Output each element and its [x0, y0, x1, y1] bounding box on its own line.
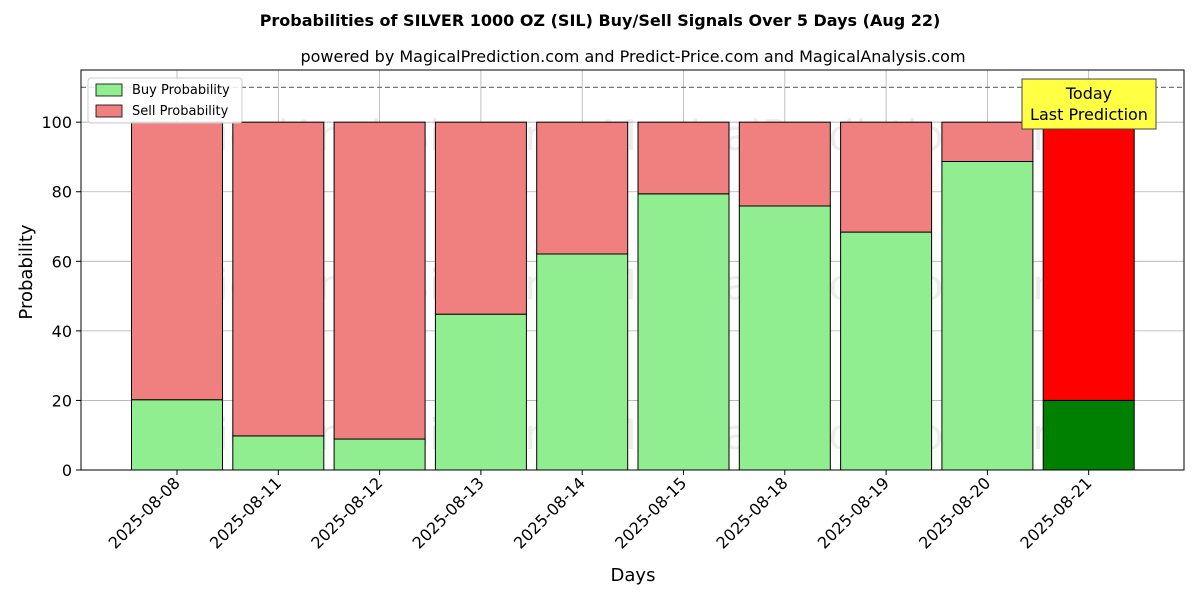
bar-sell [131, 121, 223, 401]
bar-sell [738, 121, 831, 207]
bar-buy [941, 160, 1034, 471]
bar-buy [333, 438, 426, 471]
bar-buy [232, 435, 325, 471]
x-tick-label: 2025-08-19 [814, 473, 893, 552]
x-axis-label: Days [611, 565, 656, 586]
legend-swatch-buy [95, 83, 123, 97]
x-tick-label: 2025-08-20 [915, 473, 994, 552]
y-tick-label: 80 [52, 183, 72, 202]
y-axis-ticks: 0 20 40 60 80 100 [41, 113, 81, 480]
y-tick-label: 40 [52, 322, 72, 341]
legend-swatch-sell [95, 104, 123, 118]
y-tick-label: 0 [62, 461, 72, 480]
bar-sell [941, 121, 1034, 162]
bar-buy [1042, 399, 1135, 471]
bar-sell [434, 121, 527, 315]
x-tick-label: 2025-08-18 [712, 473, 791, 552]
x-tick-label: 2025-08-08 [105, 473, 184, 552]
y-tick-label: 60 [52, 252, 72, 271]
today-annotation-line2: Last Prediction [1030, 105, 1148, 124]
legend-label-sell: Sell Probability [132, 104, 229, 119]
bar-buy [840, 231, 933, 471]
legend-label-buy: Buy Probability [132, 83, 230, 98]
x-tick-label: 2025-08-11 [206, 473, 285, 552]
bar-sell [840, 121, 933, 233]
chart-subtitle: powered by MagicalPrediction.com and Pre… [300, 47, 965, 66]
y-tick-label: 20 [52, 391, 72, 410]
x-tick-label: 2025-08-14 [510, 473, 589, 552]
bar-buy [536, 253, 629, 471]
bar-sell [1042, 121, 1135, 401]
x-tick-label: 2025-08-15 [611, 473, 690, 552]
legend: Buy Probability Sell Probability [87, 77, 243, 124]
today-annotation-line1: Today [1065, 84, 1112, 103]
today-annotation: Today Last Prediction [1021, 78, 1157, 130]
bar-buy [131, 399, 223, 471]
bar-buy [434, 313, 527, 471]
bar-sell [232, 121, 325, 437]
bar-sell [333, 121, 426, 440]
y-tick-label: 100 [41, 113, 72, 132]
y-axis-label: Probability [16, 224, 37, 319]
x-tick-label: 2025-08-21 [1016, 473, 1095, 552]
legend-box [87, 77, 243, 124]
chart-title: Probabilities of SILVER 1000 OZ (SIL) Bu… [260, 11, 941, 30]
bars [131, 121, 1135, 471]
bar-buy [637, 193, 730, 471]
bar-buy [738, 205, 831, 471]
x-axis-ticks: 2025-08-08 2025-08-11 2025-08-12 2025-08-13… [105, 470, 1096, 553]
plot-frame [80, 69, 1185, 471]
bar-sell [637, 121, 730, 195]
bar-sell [536, 121, 629, 255]
x-tick-label: 2025-08-12 [307, 473, 386, 552]
today-annotation-box [1021, 78, 1157, 130]
x-tick-label: 2025-08-13 [409, 473, 488, 552]
